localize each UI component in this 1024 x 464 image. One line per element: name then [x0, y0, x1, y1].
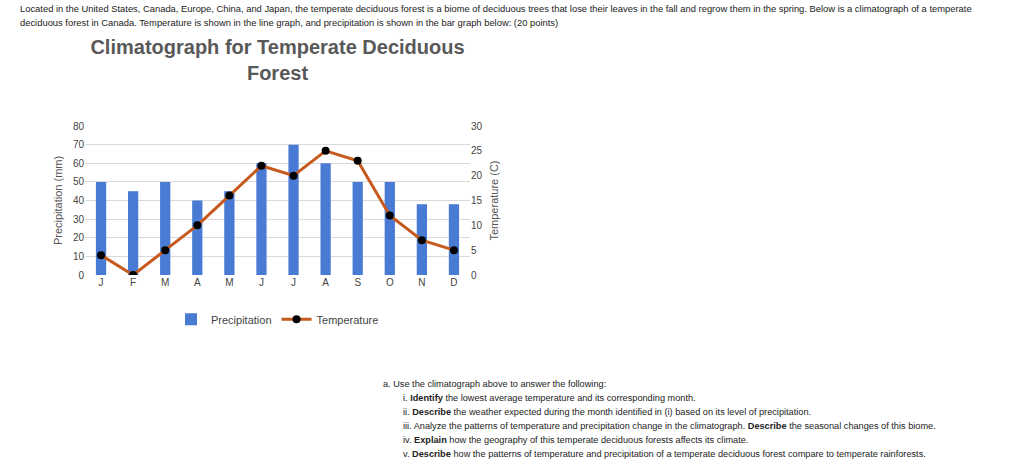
svg-text:60: 60 [73, 158, 85, 169]
svg-text:J: J [99, 277, 104, 288]
svg-text:30: 30 [471, 121, 483, 132]
svg-text:M: M [161, 277, 169, 288]
svg-text:O: O [386, 277, 394, 288]
html-text:v. Describe how the patterns o: v. Describe how the patterns of temperat… [403, 449, 926, 459]
svg-text:J: J [291, 277, 296, 288]
svg-text:D: D [450, 277, 457, 288]
svg-text:J: J [259, 277, 264, 288]
svg-text:70: 70 [73, 139, 85, 150]
svg-text:5: 5 [471, 245, 477, 256]
html-text:iv. Explain how the geography: iv. Explain how the geography of this te… [403, 435, 749, 445]
svg-text:A: A [194, 277, 201, 288]
svg-text:20: 20 [73, 232, 85, 243]
svg-text:Precipitation (mm): Precipitation (mm) [52, 156, 64, 245]
svg-text:0: 0 [471, 270, 477, 281]
svg-text:30: 30 [73, 214, 85, 225]
svg-text:N: N [418, 277, 425, 288]
svg-text:F: F [130, 277, 136, 288]
html-text:i. Identify the lowest average: i. Identify the lowest average temperatu… [403, 393, 696, 403]
svg-text:A: A [322, 277, 329, 288]
svg-text:40: 40 [73, 195, 85, 206]
svg-text:Precipitation: Precipitation [211, 314, 272, 326]
svg-text:M: M [225, 277, 233, 288]
html-text:iii. Analyze the patterns of t: iii. Analyze the patterns of temperature… [403, 421, 936, 431]
html-text:a. Use the climatograph above: a. Use the climatograph above to answer … [383, 379, 607, 389]
svg-text:15: 15 [471, 195, 483, 206]
html-text:Located in the United States,: Located in the United States, Canada, Eu… [20, 3, 972, 28]
svg-text:80: 80 [73, 121, 85, 132]
svg-text:50: 50 [73, 176, 85, 187]
svg-text:25: 25 [471, 145, 483, 156]
svg-text:10: 10 [73, 251, 85, 262]
html-text:ii. Describe the weather expec: ii. Describe the weather expected during… [403, 407, 812, 417]
svg-text:0: 0 [78, 270, 84, 281]
svg-text:Climatograph for Temperate Dec: Climatograph for Temperate DeciduousFore… [90, 36, 464, 84]
svg-text:20: 20 [471, 170, 483, 181]
svg-text:10: 10 [471, 220, 483, 231]
svg-text:Temperature (C): Temperature (C) [488, 160, 500, 240]
svg-text:S: S [354, 277, 361, 288]
svg-text:Temperature: Temperature [317, 314, 379, 326]
